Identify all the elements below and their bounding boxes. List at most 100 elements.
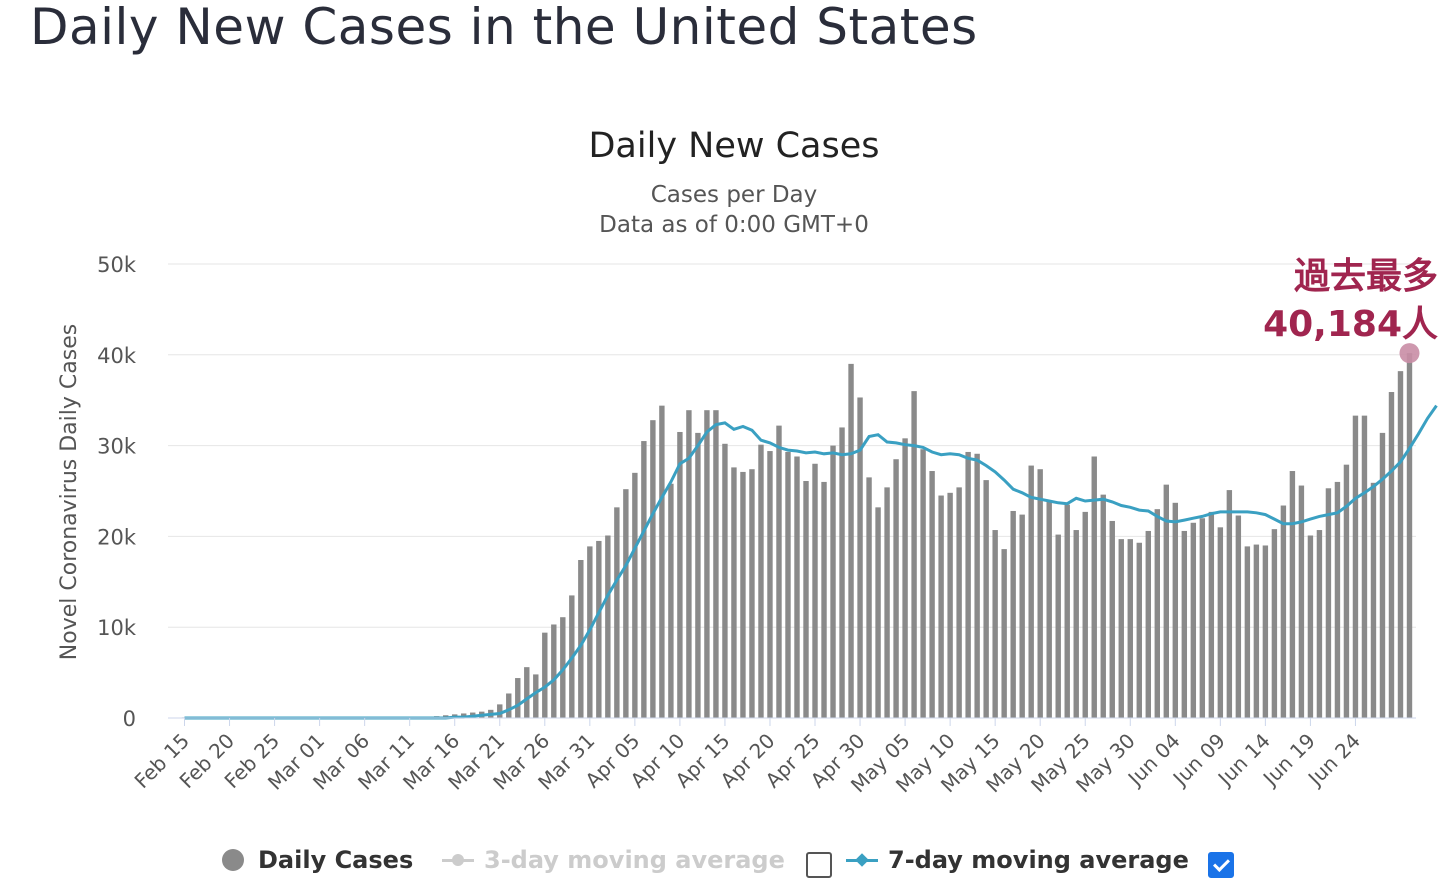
daily-cases-bar[interactable] <box>515 678 521 718</box>
daily-cases-bar[interactable] <box>1298 485 1305 718</box>
daily-cases-bar[interactable] <box>1271 529 1278 718</box>
daily-cases-bar[interactable] <box>767 451 773 718</box>
daily-cases-bar[interactable] <box>929 471 935 718</box>
daily-cases-bar[interactable] <box>1244 546 1251 718</box>
daily-cases-bar[interactable] <box>1190 522 1197 718</box>
daily-cases-bar[interactable] <box>965 451 971 718</box>
daily-cases-bar[interactable] <box>1118 539 1124 718</box>
daily-cases-bar[interactable] <box>1064 504 1070 718</box>
daily-cases-bar[interactable] <box>1082 511 1088 718</box>
daily-cases-bar[interactable] <box>776 425 782 718</box>
daily-cases-bar[interactable] <box>1370 482 1377 718</box>
daily-cases-bar[interactable] <box>803 481 809 718</box>
daily-cases-bar[interactable] <box>1388 392 1395 718</box>
daily-cases-bar[interactable] <box>1397 371 1404 718</box>
daily-cases-bar[interactable] <box>902 438 908 718</box>
daily-cases-bar[interactable] <box>956 487 962 718</box>
daily-cases-bar[interactable] <box>614 507 620 718</box>
daily-cases-bar[interactable] <box>794 456 800 718</box>
legend-item-3day-average[interactable]: 3-day moving average <box>442 840 785 880</box>
daily-cases-bar[interactable] <box>731 467 737 718</box>
daily-cases-bar[interactable] <box>1262 545 1269 718</box>
daily-cases-bar[interactable] <box>596 540 602 718</box>
daily-cases-bar[interactable] <box>695 432 701 718</box>
daily-cases-bar[interactable] <box>1208 511 1215 718</box>
daily-cases-bar[interactable] <box>740 471 746 718</box>
daily-cases-bar[interactable] <box>1307 535 1314 718</box>
daily-cases-bar[interactable] <box>578 560 584 718</box>
daily-cases-bar[interactable] <box>1316 530 1323 718</box>
daily-cases-bar[interactable] <box>1100 494 1106 718</box>
checkbox-3day-average[interactable] <box>806 852 832 878</box>
daily-cases-bar[interactable] <box>686 410 692 718</box>
legend-item-7day-average[interactable]: 7-day moving average <box>846 840 1189 880</box>
daily-cases-bar[interactable] <box>1055 534 1061 718</box>
daily-cases-bar[interactable] <box>1406 353 1413 718</box>
daily-cases-bar[interactable] <box>1019 514 1025 718</box>
daily-cases-bar[interactable] <box>1163 484 1170 718</box>
daily-cases-bar[interactable] <box>758 444 764 718</box>
daily-cases-bar[interactable] <box>1352 415 1359 718</box>
daily-cases-bar[interactable] <box>1046 500 1052 718</box>
daily-cases-bar[interactable] <box>875 507 881 718</box>
daily-cases-bar[interactable] <box>1280 505 1287 718</box>
daily-cases-bar[interactable] <box>983 480 989 718</box>
daily-cases-bar[interactable] <box>1217 527 1224 718</box>
daily-cases-bar[interactable] <box>542 632 548 718</box>
daily-cases-bar[interactable] <box>1145 530 1151 718</box>
daily-cases-bar[interactable] <box>848 363 854 718</box>
daily-cases-bar[interactable] <box>1334 481 1341 718</box>
daily-cases-bar[interactable] <box>974 453 980 718</box>
daily-cases-bar[interactable] <box>641 441 647 718</box>
daily-cases-bar[interactable] <box>812 463 818 718</box>
daily-cases-bar[interactable] <box>857 397 863 718</box>
daily-cases-bar[interactable] <box>785 451 791 718</box>
peak-marker[interactable] <box>1399 343 1420 364</box>
daily-cases-bar[interactable] <box>1154 509 1160 718</box>
daily-cases-bar[interactable] <box>722 443 728 718</box>
daily-cases-bar[interactable] <box>893 459 899 718</box>
daily-cases-bar[interactable] <box>1172 502 1179 718</box>
daily-cases-bar[interactable] <box>650 420 656 718</box>
daily-cases-bar[interactable] <box>1253 544 1260 718</box>
daily-cases-bar[interactable] <box>1226 490 1233 718</box>
daily-cases-bar[interactable] <box>704 410 710 718</box>
daily-cases-bar[interactable] <box>1379 432 1386 718</box>
legend-item-daily-cases[interactable]: Daily Cases <box>222 840 413 880</box>
daily-cases-bar[interactable] <box>911 391 917 718</box>
daily-cases-bar[interactable] <box>677 431 683 718</box>
daily-cases-bar[interactable] <box>1001 549 1007 718</box>
daily-cases-bar[interactable] <box>1325 488 1332 718</box>
daily-cases-bar[interactable] <box>1181 530 1188 718</box>
daily-cases-bar[interactable] <box>992 530 998 718</box>
daily-cases-bar[interactable] <box>920 449 926 718</box>
checkbox-7day-average[interactable] <box>1208 852 1234 878</box>
daily-cases-bar[interactable] <box>1037 469 1043 718</box>
daily-cases-bar[interactable] <box>623 489 629 718</box>
daily-cases-bar[interactable] <box>1289 471 1296 718</box>
daily-cases-bar[interactable] <box>1073 530 1079 718</box>
daily-cases-bar[interactable] <box>1343 464 1350 718</box>
daily-cases-bar[interactable] <box>605 535 611 718</box>
daily-cases-bar[interactable] <box>533 674 539 718</box>
daily-cases-bar[interactable] <box>830 445 836 718</box>
daily-cases-bar[interactable] <box>713 410 719 718</box>
daily-cases-bar[interactable] <box>947 492 953 718</box>
daily-cases-bar[interactable] <box>1136 542 1142 718</box>
daily-cases-bar[interactable] <box>1127 539 1133 718</box>
daily-cases-bar[interactable] <box>749 469 755 718</box>
daily-cases-bar[interactable] <box>1010 510 1016 718</box>
daily-cases-bar[interactable] <box>1109 520 1115 718</box>
daily-cases-bar[interactable] <box>659 405 665 718</box>
daily-cases-bar[interactable] <box>1028 465 1034 718</box>
daily-cases-bar[interactable] <box>839 427 845 718</box>
daily-cases-bar[interactable] <box>866 477 872 718</box>
daily-cases-bar[interactable] <box>884 487 890 718</box>
daily-cases-bar[interactable] <box>551 624 557 718</box>
daily-cases-bar[interactable] <box>668 483 674 718</box>
daily-cases-bar[interactable] <box>821 481 827 718</box>
daily-cases-bar[interactable] <box>524 667 530 718</box>
daily-cases-bar[interactable] <box>632 472 638 718</box>
daily-cases-bar[interactable] <box>506 693 512 718</box>
